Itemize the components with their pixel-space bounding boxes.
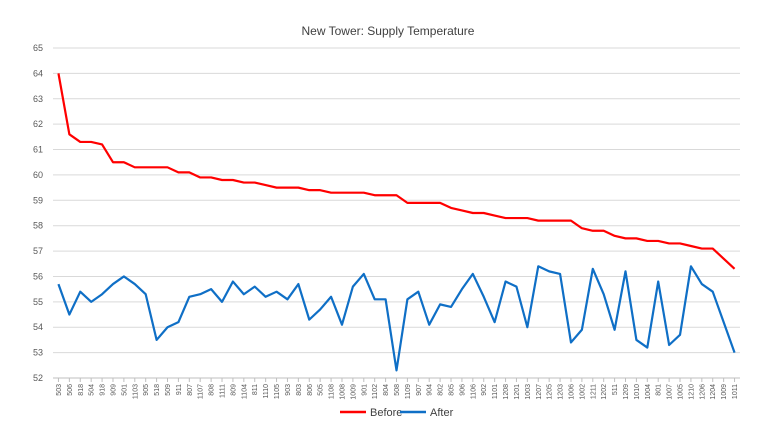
x-tick-label: 1204 [710, 384, 717, 400]
y-tick-label-64: 64 [33, 68, 43, 78]
x-tick-label: 905 [143, 384, 150, 396]
x-tick-label: 804 [383, 384, 390, 396]
y-tick-label-63: 63 [33, 94, 43, 104]
y-tick-label-55: 55 [33, 297, 43, 307]
x-tick-label: 902 [481, 384, 488, 396]
x-tick-label: 1011 [732, 384, 739, 399]
x-tick-label: 503 [56, 384, 63, 396]
x-tick-label: 1211 [590, 384, 597, 399]
x-tick-label: 1006 [568, 384, 575, 400]
x-tick-label: 808 [209, 384, 216, 396]
x-tick-label: 811 [252, 384, 259, 395]
x-tick-label: 1110 [263, 384, 270, 399]
x-tick-label: 1102 [372, 384, 379, 399]
x-tick-label: 1009 [350, 384, 357, 400]
series-line-after [57, 265, 736, 372]
x-tick-label: 818 [78, 384, 85, 396]
y-tick-label-57: 57 [33, 246, 43, 256]
legend-label-before: Before [370, 407, 402, 419]
x-tick-label: 1008 [339, 384, 346, 400]
x-tick-label: 1201 [514, 384, 521, 400]
y-tick-label-60: 60 [33, 170, 43, 180]
x-tick-label: 1101 [492, 384, 499, 399]
x-tick-label: 907 [416, 384, 423, 396]
x-tick-label: 505 [318, 384, 325, 396]
x-tick-label: 1106 [470, 384, 477, 399]
x-tick-label: 1109 [405, 384, 412, 399]
x-tick-label: 911 [176, 384, 183, 395]
x-tick-label: 1111 [220, 384, 227, 398]
x-tick-label: 1005 [678, 384, 685, 400]
y-tick-label-62: 62 [33, 119, 43, 129]
x-tick-label: 903 [285, 384, 292, 396]
x-tick-label: 901 [361, 384, 368, 396]
x-tick-label: 1206 [699, 384, 706, 400]
x-tick-label: 1208 [503, 384, 510, 400]
x-tick-label: 1104 [241, 384, 248, 399]
x-tick-label: 809 [230, 384, 237, 396]
x-tick-label: 501 [121, 384, 128, 396]
x-tick-label: 1209 [623, 384, 630, 400]
series-lines [57, 73, 736, 372]
x-tick-label: 904 [427, 384, 434, 396]
y-tick-label-61: 61 [33, 145, 43, 155]
x-tick-label: 807 [187, 384, 194, 396]
legend-item-after: After [400, 407, 454, 419]
legend-label-after: After [430, 407, 454, 419]
gridlines [53, 47, 740, 354]
x-tick-label: 802 [438, 384, 445, 396]
y-tick-label-58: 58 [33, 221, 43, 231]
x-tick-label: 918 [100, 384, 107, 396]
x-tick-label: 506 [67, 384, 74, 396]
x-tick-label: 1202 [601, 384, 608, 400]
chart-title: New Tower: Supply Temperature [302, 24, 475, 38]
x-tick-label: 1107 [198, 384, 205, 399]
x-tick-label: 803 [296, 384, 303, 396]
x-axis-ticks: 503 506 818 504 918 909 501 1103 905 518 509 911 807… [56, 378, 739, 400]
x-tick-label: 1103 [132, 384, 139, 399]
legend-item-before: Before [340, 407, 402, 419]
x-tick-label: 1010 [634, 384, 641, 400]
series-line-before [57, 73, 736, 270]
x-tick-label: 504 [89, 384, 96, 396]
legend: Before After [340, 407, 454, 419]
x-tick-label: 909 [110, 384, 117, 396]
x-tick-label: 1002 [579, 384, 586, 400]
x-tick-label: 1009 [721, 384, 728, 400]
x-tick-label: 1003 [525, 384, 532, 400]
x-tick-label: 1205 [547, 384, 554, 400]
y-tick-label-65: 65 [33, 43, 43, 53]
y-axis-ticks: 52 53 54 55 56 57 58 59 60 61 62 63 64 65 [33, 43, 43, 383]
x-tick-label: 806 [307, 384, 314, 396]
y-tick-label-53: 53 [33, 348, 43, 358]
y-tick-label-54: 54 [33, 322, 43, 332]
x-tick-label: 1004 [645, 384, 652, 400]
y-tick-label-59: 59 [33, 195, 43, 205]
x-tick-label: 1007 [667, 384, 674, 400]
x-tick-label: 906 [459, 384, 466, 396]
x-tick-label: 1203 [558, 384, 565, 400]
y-tick-label-56: 56 [33, 271, 43, 281]
x-tick-label: 508 [394, 384, 401, 396]
x-tick-label: 518 [154, 384, 161, 396]
x-tick-label: 1105 [274, 384, 281, 399]
x-tick-label: 1108 [329, 384, 336, 399]
x-tick-label: 511 [612, 384, 619, 395]
x-tick-label: 1207 [536, 384, 543, 400]
y-tick-label-52: 52 [33, 373, 43, 383]
x-tick-label: 1210 [688, 384, 695, 400]
x-tick-label: 509 [165, 384, 172, 396]
x-tick-label: 805 [449, 384, 456, 396]
x-tick-label: 801 [656, 384, 663, 396]
